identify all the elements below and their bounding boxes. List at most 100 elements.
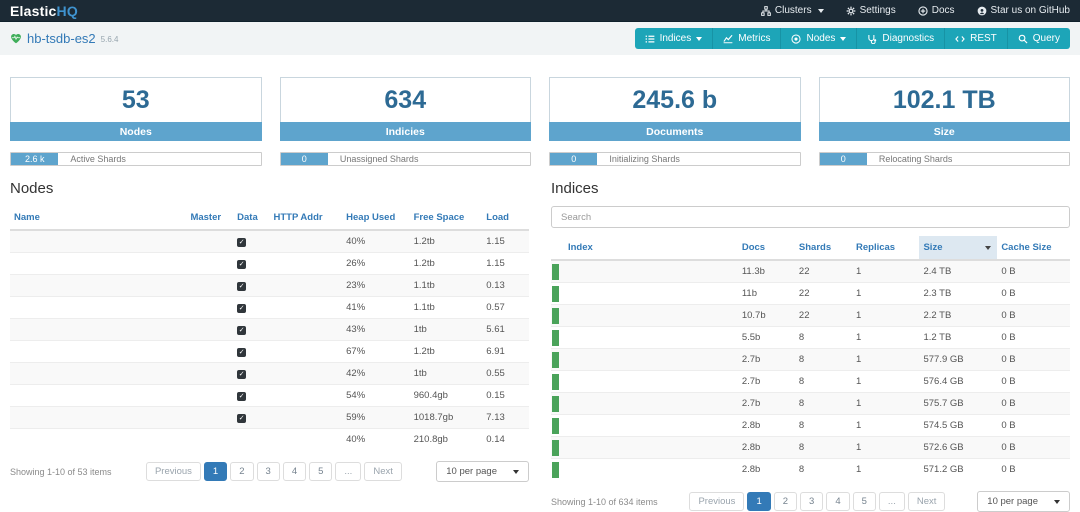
page-button[interactable]: 3 [256,462,280,481]
stat-value: 634 [279,77,531,122]
rest-button[interactable]: REST [945,28,1008,49]
data-checkbox[interactable]: ✓ [237,348,247,357]
column-header-master[interactable]: Master [186,206,234,231]
page-button[interactable]: 2 [230,462,254,481]
node-load-cell: 0.14 [482,428,529,450]
data-checkbox[interactable]: ✓ [237,282,247,291]
column-header-heap-used[interactable]: Heap Used [342,206,410,231]
node-http-addr-cell [269,384,343,407]
node-heap-used-cell: 26% [342,252,410,275]
node-heap-used-cell: 40% [342,229,410,253]
diagnostics-button[interactable]: Diagnostics [857,28,946,49]
nodes-table-body: ✓ 40% 1.2tb 1.15 ✓ 26% 1.2tb 1.15 ✓ 23% 1.1tb 0.13 ✓… [10,229,529,450]
nav-github[interactable]: Star us on GitHub [977,5,1070,16]
index-shards-cell: 8 [794,326,852,349]
data-checkbox[interactable]: ✓ [237,304,247,313]
page-button[interactable]: 3 [800,492,824,511]
column-header-http-addr[interactable]: HTTP Addr [269,206,343,231]
column-header-replicas[interactable]: Replicas [852,236,920,261]
gear-icon [846,6,856,16]
node-heap-used-cell: 41% [342,296,410,319]
stethoscope-icon [867,34,877,44]
badge-label: Relocating Shards [878,154,953,164]
index-row[interactable]: 2.7b 8 1 575.7 GB 0 B [551,392,1070,415]
data-checkbox[interactable]: ✓ [237,238,247,247]
column-header-size[interactable]: Size [919,236,998,261]
node-name-cell [10,318,187,341]
index-docs-cell: 2.7b [737,392,795,415]
nodes-button[interactable]: Nodes [781,28,858,49]
page-button[interactable]: 1 [747,492,771,511]
page-button[interactable]: 2 [773,492,798,511]
node-master-cell [186,362,234,385]
node-master-cell [186,296,234,319]
column-header-name[interactable]: Name [10,206,187,231]
nav-docs[interactable]: Docs [918,5,955,16]
relocating-shards-badge: 0 Relocating Shards [818,152,1070,166]
node-data-cell: ✓ [233,318,270,341]
node-data-cell: ✓ [233,384,270,407]
ellipsis-button[interactable]: ... [335,462,362,481]
column-header-cache-size[interactable]: Cache Size [997,236,1070,261]
nodes-per-page-select[interactable]: 10 per page [436,461,529,482]
indices-button[interactable]: Indices [634,28,714,49]
page-button[interactable]: 5 [852,492,876,511]
column-header-shards[interactable]: Shards [794,236,852,261]
index-row[interactable]: 10.7b 22 1 2.2 TB 0 B [551,304,1070,327]
code-icon [955,34,965,44]
indices-per-page-select[interactable]: 10 per page [977,491,1070,512]
page-button[interactable]: 4 [826,492,850,511]
nodes-panel: Nodes Name Master Data HTTP Addr Heap Us… [10,180,529,512]
rest-button-label: REST [970,33,997,44]
column-header-index[interactable]: Index [563,236,738,261]
index-row[interactable]: 2.8b 8 1 574.5 GB 0 B [551,414,1070,437]
cluster-name[interactable]: hb-tsdb-es2 [27,31,96,46]
index-size-cell: 2.3 TB [919,282,998,305]
column-header-load[interactable]: Load [482,206,529,231]
column-header-data[interactable]: Data [233,206,270,231]
page-button[interactable]: 4 [282,462,307,481]
data-checkbox[interactable]: ✓ [237,414,247,423]
index-row[interactable]: 11b 22 1 2.3 TB 0 B [551,282,1070,305]
index-row[interactable]: 2.8b 8 1 572.6 GB 0 B [551,436,1070,459]
node-heap-used-cell: 23% [342,274,410,297]
page-button[interactable]: 1 [203,462,228,481]
index-row[interactable]: 11.3b 22 1 2.4 TB 0 B [551,259,1070,283]
node-free-space-cell: 210.8gb [409,428,483,450]
ellipsis-button[interactable]: ... [878,492,905,511]
badge-value: 0 [550,153,598,165]
previous-button[interactable]: Previous [145,462,201,481]
index-docs-cell: 2.7b [737,348,795,371]
next-button[interactable]: Next [907,492,946,511]
next-button[interactable]: Next [364,462,402,481]
index-row[interactable]: 5.5b 8 1 1.2 TB 0 B [551,326,1070,349]
index-cache-size-cell: 0 B [997,304,1070,327]
badge-value: 2.6 k [11,153,59,165]
cluster-info: hb-tsdb-es2 5.6.4 [10,31,118,46]
nav-settings[interactable]: Settings [846,5,896,16]
data-checkbox[interactable]: ✓ [237,326,247,335]
query-button[interactable]: Query [1007,28,1070,49]
indices-pager: Previous 1 2 3 4 5... Next [689,492,946,511]
data-checkbox[interactable]: ✓ [237,370,247,379]
indices-search-input[interactable] [551,206,1070,228]
index-row[interactable]: 2.7b 8 1 576.4 GB 0 B [551,370,1070,393]
index-row[interactable]: 2.7b 8 1 577.9 GB 0 B [551,348,1070,371]
node-data-cell: ✓ [233,229,270,253]
index-replicas-cell: 1 [852,259,920,283]
previous-button[interactable]: Previous [689,492,745,511]
index-name-cell [563,370,738,393]
data-checkbox[interactable]: ✓ [237,392,247,401]
column-header-docs[interactable]: Docs [737,236,795,261]
sort-caret-icon[interactable] [985,245,992,250]
elastichq-logo[interactable]: ElasticHQ [10,3,78,19]
health-indicator [552,417,559,434]
data-checkbox[interactable]: ✓ [237,260,247,269]
diagnostics-button-label: Diagnostics [882,33,935,44]
node-row: ✓ 43% 1tb 5.61 [10,318,529,341]
column-header-free-space[interactable]: Free Space [409,206,483,231]
page-button[interactable]: 5 [309,462,333,481]
nav-clusters[interactable]: Clusters [761,5,824,16]
metrics-button[interactable]: Metrics [713,28,782,49]
index-row[interactable]: 2.8b 8 1 571.2 GB 0 B [551,458,1070,480]
